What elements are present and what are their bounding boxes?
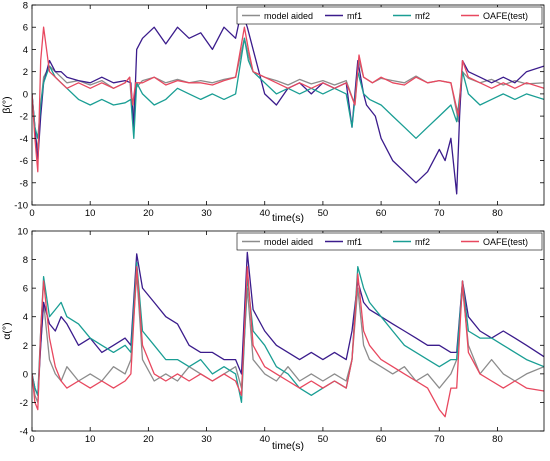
legend-label: mf1 xyxy=(347,237,362,247)
legend-label: model aided xyxy=(264,237,313,247)
legend: model aided mf1 mf2 OAFE(test) xyxy=(236,232,543,251)
legend-label: OAFE(test) xyxy=(483,11,528,21)
y-tick-label: 0 xyxy=(23,369,28,380)
legend-box xyxy=(236,232,543,251)
x-tick-label: 40 xyxy=(259,208,270,219)
x-tick-label: 70 xyxy=(434,434,445,445)
series-line-model-aided xyxy=(32,37,544,151)
x-tick-label: 0 xyxy=(29,434,34,445)
series-line-oafe-test- xyxy=(32,26,544,173)
y-tick-label: -8 xyxy=(20,178,28,189)
x-tick-label: 10 xyxy=(85,434,96,445)
legend-label: model aided xyxy=(264,11,313,21)
x-tick-label: 70 xyxy=(434,208,445,219)
y-tick-label: -6 xyxy=(20,156,28,167)
y-tick-label: 8 xyxy=(23,1,28,12)
y-tick-label: -4 xyxy=(20,134,28,145)
x-axis-label: time(s) xyxy=(272,440,304,452)
x-tick-label: 80 xyxy=(492,434,503,445)
x-tick-label: 50 xyxy=(318,434,329,445)
series-line-mf2 xyxy=(32,261,544,404)
y-tick-label: 0 xyxy=(23,89,28,100)
y-tick-label: 4 xyxy=(23,312,28,323)
legend: model aided mf1 mf2 OAFE(test) xyxy=(236,6,543,25)
x-axis-label: time(s) xyxy=(272,212,304,224)
x-tick-label: 30 xyxy=(201,208,212,219)
y-axis-label: β(°) xyxy=(1,96,13,113)
x-tick-label: 0 xyxy=(29,208,34,219)
legend-box xyxy=(236,6,543,25)
y-tick-label: -10 xyxy=(14,201,28,212)
x-tick-label: 20 xyxy=(143,434,154,445)
series-line-oafe-test- xyxy=(32,266,544,418)
plot-frame xyxy=(31,230,545,432)
chart-panel-1: 0 10 20 30 40 50 60 70 80 -10 -8 -6 -4 -2 0 2 4 6 8 time(s)… xyxy=(1,1,545,224)
x-tick-label: 20 xyxy=(143,208,154,219)
chart-panel-2: 0 10 20 30 40 50 60 70 80 -4 -2 0 2 4 6 8 10 time(s) α(°) m… xyxy=(1,227,545,452)
y-tick-label: 4 xyxy=(23,45,28,56)
x-tick-label: 30 xyxy=(201,434,212,445)
y-tick-label: 6 xyxy=(23,284,28,295)
y-axis-label: α(°) xyxy=(1,322,13,339)
y-tick-label: 10 xyxy=(17,227,28,238)
series-line-mf1 xyxy=(32,9,544,195)
series-line-model-aided xyxy=(32,273,544,404)
y-tick-label: 2 xyxy=(23,341,28,352)
y-tick-label: 6 xyxy=(23,23,28,34)
legend-label: OAFE(test) xyxy=(483,237,528,247)
x-tick-label: 10 xyxy=(85,208,96,219)
plot-frame xyxy=(31,4,545,206)
y-tick-label: -2 xyxy=(20,398,28,409)
x-tick-label: 40 xyxy=(259,434,270,445)
y-tick-label: 2 xyxy=(23,67,28,78)
y-tick-label: 8 xyxy=(23,255,28,266)
series-line-mf1 xyxy=(32,251,544,396)
legend-label: mf1 xyxy=(347,11,362,21)
legend-label: mf2 xyxy=(415,237,430,247)
y-tick-label: -2 xyxy=(20,112,28,123)
x-tick-label: 80 xyxy=(492,208,503,219)
x-tick-label: 60 xyxy=(376,434,387,445)
legend-label: mf2 xyxy=(415,11,430,21)
y-tick-label: -4 xyxy=(20,427,28,438)
x-tick-label: 50 xyxy=(318,208,329,219)
x-tick-label: 60 xyxy=(376,208,387,219)
